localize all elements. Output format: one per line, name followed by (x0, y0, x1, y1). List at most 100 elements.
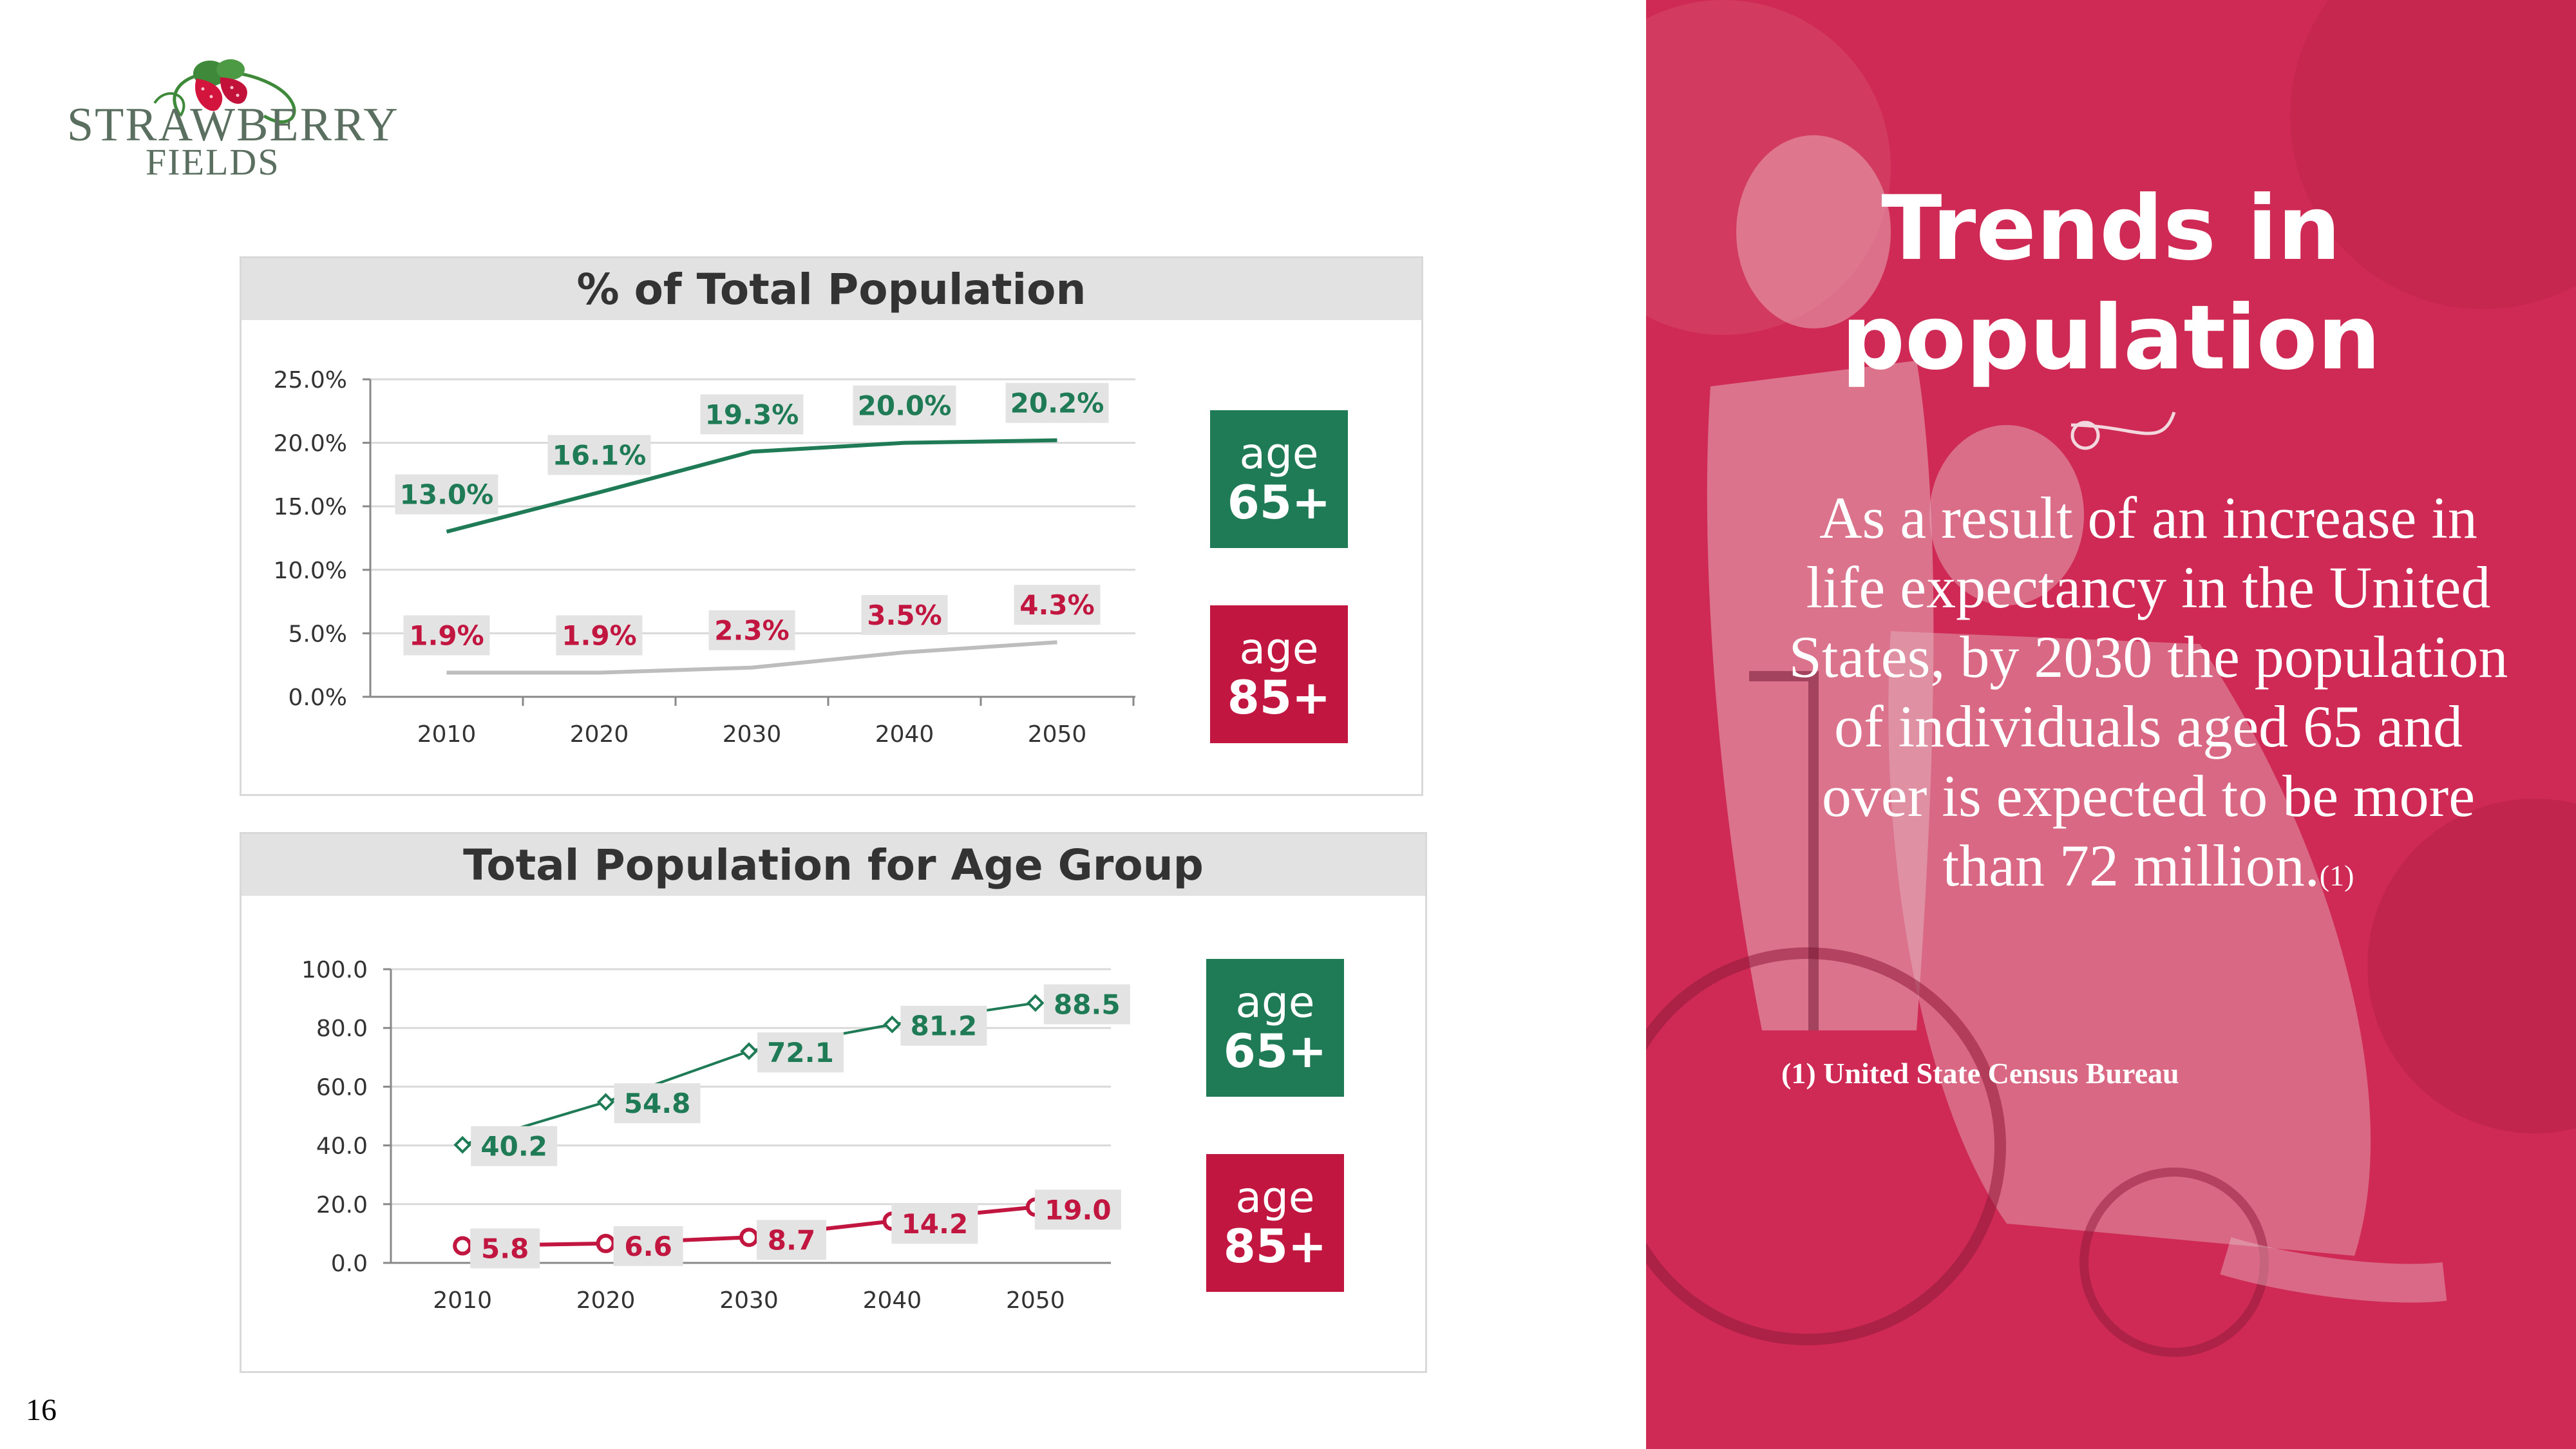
x-tick-label: 2050 (1006, 1287, 1065, 1314)
x-tick-label: 2050 (1028, 721, 1087, 748)
y-tick-label: 25.0% (274, 367, 347, 393)
title-line: Trends in (1881, 176, 2341, 280)
series-line (446, 438, 1057, 534)
age-65-badge: age 65+ (1206, 959, 1344, 1097)
data-label-box: 40.2 (471, 1126, 558, 1166)
data-label: 81.2 (911, 1010, 978, 1042)
hero-panel: Trends in population As a result of an i… (1646, 0, 2576, 1449)
data-label-box: 1.9% (403, 615, 490, 656)
y-tick-label: 0.0% (289, 685, 347, 711)
footnote: (1) United State Census Bureau (1781, 1057, 2179, 1090)
body-ref: (1) (2319, 859, 2354, 892)
x-tick-label: 2040 (863, 1287, 922, 1314)
y-tick-label: 100.0 (301, 957, 368, 983)
age-85-badge: age 85+ (1206, 1154, 1344, 1292)
y-tick-label: 15.0% (274, 494, 347, 520)
data-label: 20.0% (858, 390, 952, 422)
data-label: 72.1 (767, 1037, 834, 1068)
data-label-bg (861, 594, 948, 635)
data-label-bg (700, 394, 804, 435)
x-tick-label: 2030 (719, 1287, 779, 1314)
badge-value: 85+ (1223, 1219, 1327, 1273)
data-label: 2.3% (714, 615, 789, 647)
chart-title: % of Total Population (242, 258, 1421, 320)
data-label-box: 1.9% (556, 615, 643, 656)
data-label-bg (1005, 383, 1109, 423)
data-label-box: 88.5 (1043, 984, 1130, 1025)
strawberry-fields-logo: STRAWBERRY FIELDS (58, 39, 398, 187)
data-label-bg (757, 1220, 826, 1260)
data-label: 1.9% (562, 620, 636, 652)
page-title: Trends in population (1646, 174, 2576, 393)
data-point (596, 1233, 616, 1253)
y-tick-label: 60.0 (316, 1074, 368, 1101)
data-label: 88.5 (1054, 989, 1121, 1020)
data-label-bg (1034, 1189, 1121, 1230)
data-label: 5.8 (481, 1233, 529, 1265)
data-point (740, 1042, 758, 1061)
data-label-box: 3.5% (861, 594, 948, 635)
data-label-box: 16.1% (547, 435, 651, 475)
data-label: 8.7 (768, 1224, 815, 1256)
badge-label: age (1239, 624, 1319, 674)
data-label-bg (470, 1228, 540, 1269)
data-label-box: 19.3% (700, 394, 804, 435)
data-label-bg (891, 1204, 978, 1244)
percent-population-plot: 0.0% 5.0% 10.0% 15.0% 20.0% 25.0% 2010 2020 2030… (274, 367, 1135, 748)
data-label-bg (1043, 984, 1130, 1025)
data-label-bg (471, 1126, 558, 1166)
data-label-box: 4.3% (1014, 585, 1101, 625)
data-label-bg (614, 1083, 701, 1124)
badge-label: age (1235, 978, 1315, 1027)
body-text: As a result of an increase in life expec… (1788, 485, 2508, 898)
data-label-box: 5.8 (470, 1228, 540, 1269)
data-label: 40.2 (480, 1131, 547, 1162)
data-point (883, 1015, 902, 1034)
series-line (446, 640, 1057, 675)
badge-value: 65+ (1227, 475, 1331, 529)
x-tick-label: 2020 (570, 721, 629, 748)
data-label: 4.3% (1019, 589, 1094, 621)
data-point (453, 1236, 473, 1256)
data-label-bg (900, 1005, 987, 1046)
y-tick-label: 5.0% (289, 621, 347, 647)
y-tick-label: 10.0% (274, 558, 347, 584)
data-label-bg (403, 615, 490, 656)
strawberry-icon (153, 59, 296, 124)
data-point (453, 1135, 472, 1154)
background-photo (1646, 0, 2576, 1449)
data-label-box: 6.6 (613, 1226, 683, 1266)
data-label: 19.3% (705, 399, 799, 430)
data-label-bg (556, 615, 643, 656)
data-label: 54.8 (624, 1088, 691, 1119)
data-label: 20.2% (1010, 388, 1104, 419)
x-tick-label: 2010 (433, 1287, 492, 1314)
badge-value: 65+ (1223, 1024, 1327, 1078)
badge-label: age (1235, 1173, 1315, 1222)
data-label: 6.6 (624, 1231, 672, 1262)
data-label-box: 20.2% (1005, 383, 1109, 423)
data-label-bg (613, 1226, 683, 1266)
data-label-box: 72.1 (757, 1032, 844, 1073)
total-population-chart: Total Population for Age Group 0.0 20.0 40… (240, 832, 1427, 1373)
y-tick-label: 0.0 (331, 1251, 368, 1277)
data-label-box: 8.7 (757, 1220, 826, 1260)
data-label: 1.9% (409, 620, 484, 652)
data-label-box: 54.8 (614, 1083, 701, 1124)
y-tick-label: 80.0 (316, 1016, 368, 1042)
badge-value: 85+ (1227, 670, 1331, 724)
x-tick-label: 2010 (417, 721, 477, 748)
age-85-badge: age 85+ (1210, 605, 1348, 743)
data-label: 16.1% (553, 440, 647, 471)
data-label: 3.5% (867, 600, 942, 631)
page-number: 16 (26, 1393, 57, 1427)
y-tick-label: 40.0 (316, 1133, 368, 1160)
data-label: 19.0 (1045, 1194, 1112, 1226)
total-population-plot: 0.0 20.0 40.0 60.0 80.0 100.0 2010 2020 2030 2040… (301, 957, 1130, 1314)
data-label-bg (853, 385, 956, 426)
y-tick-label: 20.0 (316, 1192, 368, 1218)
data-label-box: 20.0% (853, 385, 956, 426)
data-label-box: 81.2 (900, 1005, 987, 1046)
data-label-box: 13.0% (395, 474, 498, 515)
x-tick-label: 2030 (723, 721, 782, 748)
